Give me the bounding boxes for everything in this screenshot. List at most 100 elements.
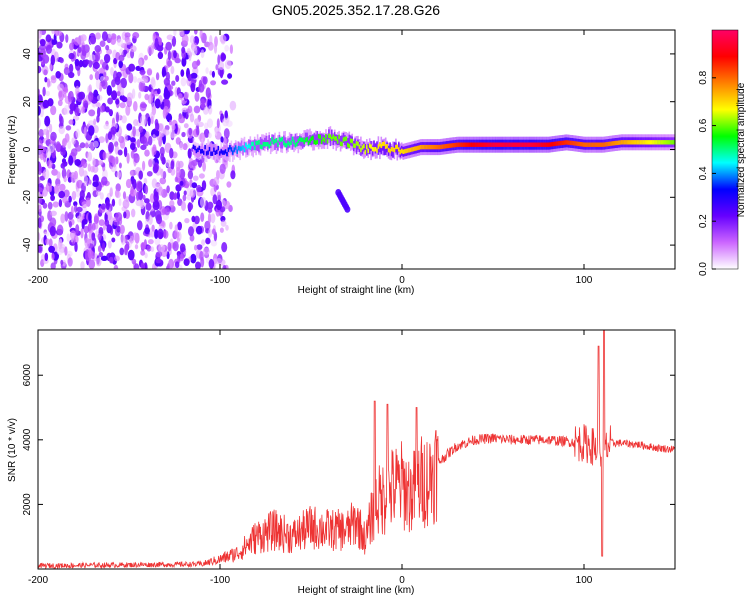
noise-speckle [223, 128, 230, 139]
noise-speckle [78, 165, 84, 177]
noise-speckle [186, 48, 191, 56]
ridge-cell [333, 136, 336, 141]
noise-speckle [190, 72, 198, 79]
noise-speckle [74, 79, 81, 89]
noise-speckle [199, 132, 206, 144]
noise-speckle [98, 68, 105, 74]
ridge-cell [285, 143, 288, 148]
noise-speckle [152, 164, 159, 174]
ridge-cell [376, 141, 378, 152]
noise-speckle [155, 130, 160, 137]
noise-speckle [154, 98, 161, 109]
noise-speckle [99, 192, 104, 200]
noise-speckle [110, 67, 114, 76]
noise-speckle [222, 117, 229, 127]
ridge-cell [552, 141, 554, 147]
noise-speckle [51, 168, 58, 176]
ridge-cell [419, 145, 422, 150]
noise-speckle [80, 34, 87, 42]
ridge-cell [405, 148, 407, 154]
noise-speckle [180, 69, 185, 77]
ridge-cell [339, 136, 342, 146]
noise-speckle [54, 30, 60, 37]
noise-speckle [103, 123, 110, 130]
noise-speckle [213, 176, 220, 186]
ridge-cell [198, 146, 201, 157]
ridge-cell [607, 141, 610, 147]
ridge-cell [425, 144, 428, 150]
x-tick-label: 100 [576, 575, 593, 586]
noise-speckle [205, 67, 209, 74]
ridge-cell [399, 149, 402, 155]
ridge-cell [352, 143, 355, 148]
noise-speckle [89, 54, 96, 62]
noise-speckle [126, 123, 133, 131]
noise-speckle [210, 80, 217, 86]
noise-speckle [63, 92, 67, 98]
ridge-cell [594, 142, 597, 147]
ridge-cell [507, 142, 509, 147]
ridge-cell [572, 141, 575, 146]
ridge-cell [272, 134, 275, 145]
ridge-cell [304, 132, 307, 143]
noise-speckle [179, 180, 184, 186]
ridge-cell [204, 146, 206, 157]
noise-speckle [101, 31, 108, 42]
ridge-cell [427, 144, 429, 150]
noise-speckle [227, 73, 233, 79]
noise-speckle [195, 225, 203, 235]
noise-speckle [163, 129, 170, 136]
ridge-cell [208, 146, 211, 152]
ridge-cell [284, 142, 286, 148]
ridge-cell [450, 143, 452, 148]
ridge-cell [380, 143, 383, 149]
noise-speckle [138, 125, 144, 133]
noise-speckle [111, 79, 116, 88]
noise-speckle [125, 105, 131, 116]
noise-speckle [88, 259, 96, 269]
noise-speckle [74, 58, 80, 67]
noise-speckle [88, 91, 94, 102]
noise-speckle [199, 250, 204, 261]
ridge-cell [409, 147, 412, 153]
ridge-cell [325, 133, 327, 139]
noise-speckle [119, 247, 125, 256]
noise-speckle [114, 76, 121, 86]
ridge-cell [491, 142, 493, 147]
ridge-cell [521, 142, 524, 147]
noise-speckle [74, 241, 78, 253]
ridge-cell [463, 142, 466, 147]
ridge-cell [345, 139, 348, 150]
noise-speckle [187, 148, 192, 159]
noise-speckle [118, 133, 122, 143]
noise-speckle [97, 106, 101, 118]
ridge-cell [644, 140, 646, 145]
noise-speckle [91, 222, 96, 231]
ridge-cell [377, 144, 380, 149]
noise-speckle [100, 203, 106, 210]
noise-speckle [199, 30, 203, 39]
noise-speckle [125, 36, 131, 44]
noise-speckle [207, 105, 213, 115]
ridge-cell [240, 140, 243, 151]
noise-speckle [188, 226, 194, 237]
noise-speckle [95, 102, 101, 108]
noise-speckle [167, 241, 172, 252]
noise-speckle [38, 105, 41, 116]
ridge-cell [597, 142, 600, 147]
ridge-cell [329, 136, 332, 147]
noise-speckle [220, 220, 227, 227]
noise-speckle [156, 45, 164, 52]
noise-speckle [179, 142, 184, 151]
noise-speckle [105, 200, 110, 211]
ridge-cell [223, 145, 225, 156]
ridge-cell [223, 150, 225, 155]
ridge-cell [400, 148, 403, 154]
noise-speckle [45, 90, 50, 97]
noise-speckle [100, 255, 108, 261]
noise-speckle [200, 98, 206, 109]
spectrogram-x-ticks: -200 -100 0 100 [28, 30, 593, 286]
noise-speckle [164, 125, 170, 131]
ridge-cell [217, 146, 220, 151]
ridge-cell [453, 143, 455, 148]
